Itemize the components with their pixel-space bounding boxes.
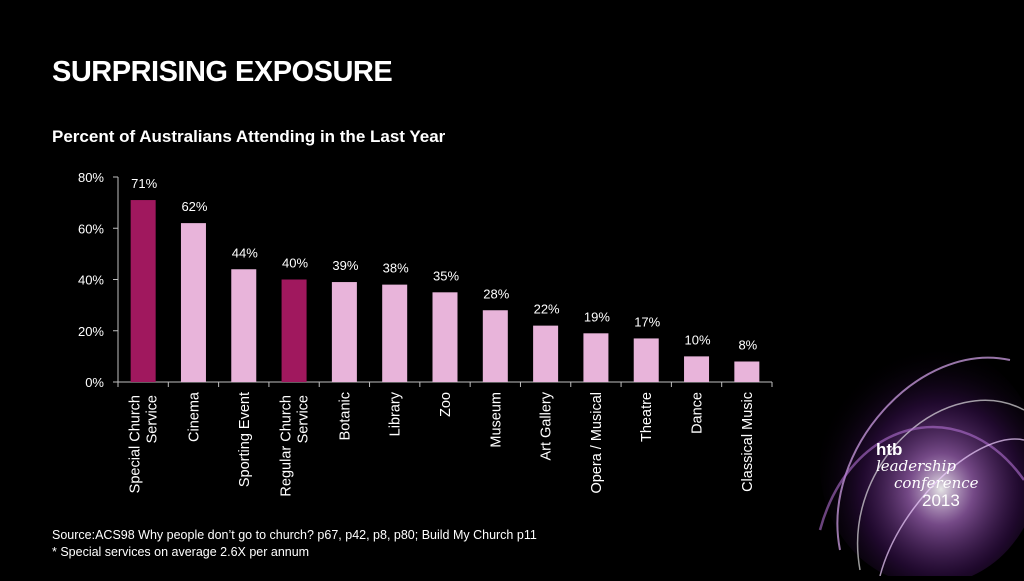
x-tick-label: Cinema: [186, 391, 202, 442]
footnote: * Special services on average 2.6X per a…: [52, 545, 310, 559]
data-label: 35%: [433, 268, 459, 283]
y-tick-label: 0%: [85, 375, 104, 390]
data-label: 44%: [232, 245, 258, 260]
logo-brand: htb: [876, 440, 903, 459]
bar: [633, 338, 659, 382]
data-label: 19%: [584, 309, 610, 324]
conference-logo-text: htb leadership conference 2013: [876, 441, 996, 509]
x-tick-label: Special Church Service: [128, 395, 161, 493]
x-tick-label: Classical Music: [740, 392, 756, 492]
x-tick-label-line: Dance: [690, 392, 706, 434]
bar: [684, 356, 710, 382]
x-tick-label: Library: [388, 391, 404, 436]
bar: [382, 284, 408, 382]
x-tick-label: Theatre: [639, 392, 655, 442]
data-label: 28%: [483, 286, 509, 301]
x-tick-label: Regular Church Service: [279, 395, 312, 497]
x-tick-label-line: Service: [145, 395, 161, 443]
x-tick-label-line: Service: [296, 395, 312, 443]
bar: [734, 361, 760, 382]
x-tick-label-line: Art Gallery: [539, 391, 555, 460]
y-tick-label: 20%: [78, 324, 104, 339]
data-label: 38%: [383, 261, 409, 276]
bar: [281, 279, 307, 382]
data-label: 62%: [181, 199, 207, 214]
slide-title: SURPRISING EXPOSURE: [52, 56, 393, 88]
data-label: 8%: [738, 338, 757, 353]
bar: [583, 333, 609, 382]
source-note: Source:ACS98 Why people don’t go to chur…: [52, 527, 537, 561]
x-tick-label-line: Special Church: [128, 395, 144, 493]
x-tick-label: Museum: [488, 392, 504, 448]
x-tick-label-line: Theatre: [639, 392, 655, 442]
source-citation: Source:ACS98 Why people don’t go to chur…: [52, 528, 537, 542]
x-tick-label-line: Cinema: [186, 391, 202, 442]
x-tick-label: Zoo: [438, 392, 454, 417]
x-tick-label: Botanic: [337, 392, 353, 440]
data-label: 40%: [282, 256, 308, 271]
bar: [130, 200, 156, 382]
logo-line-1: leadership: [876, 457, 957, 475]
x-tick-label-line: Zoo: [438, 392, 454, 417]
y-tick-label: 60%: [78, 221, 104, 236]
logo-line-2: conference: [894, 474, 979, 492]
bar: [180, 223, 206, 382]
chart-subtitle: Percent of Australians Attending in the …: [52, 127, 446, 146]
data-label: 17%: [634, 314, 660, 329]
y-tick-label: 80%: [78, 170, 104, 185]
x-tick-label: Opera / Musical: [589, 392, 605, 494]
y-tick-label: 40%: [78, 273, 104, 288]
x-tick-label-line: Opera / Musical: [589, 392, 605, 494]
bar: [331, 282, 357, 382]
data-label: 22%: [534, 302, 560, 317]
x-tick-label: Dance: [690, 392, 706, 434]
x-tick-label: Art Gallery: [539, 391, 555, 460]
x-tick-label-line: Regular Church: [279, 395, 295, 497]
bar: [432, 292, 458, 382]
x-tick-label: Sporting Event: [237, 392, 253, 487]
conference-logo-graphic: [800, 300, 1024, 581]
x-tick-label-line: Classical Music: [740, 392, 756, 492]
data-label: 39%: [332, 258, 358, 273]
bar: [231, 269, 257, 382]
logo-year: 2013: [922, 491, 960, 510]
x-tick-label-line: Museum: [488, 392, 504, 448]
x-tick-label-line: Library: [388, 391, 404, 436]
data-label: 10%: [685, 332, 711, 347]
x-tick-label-line: Botanic: [337, 392, 353, 440]
bar: [482, 310, 508, 382]
data-label: 71%: [131, 176, 157, 191]
x-tick-label-line: Sporting Event: [237, 392, 253, 487]
bar: [533, 325, 559, 382]
